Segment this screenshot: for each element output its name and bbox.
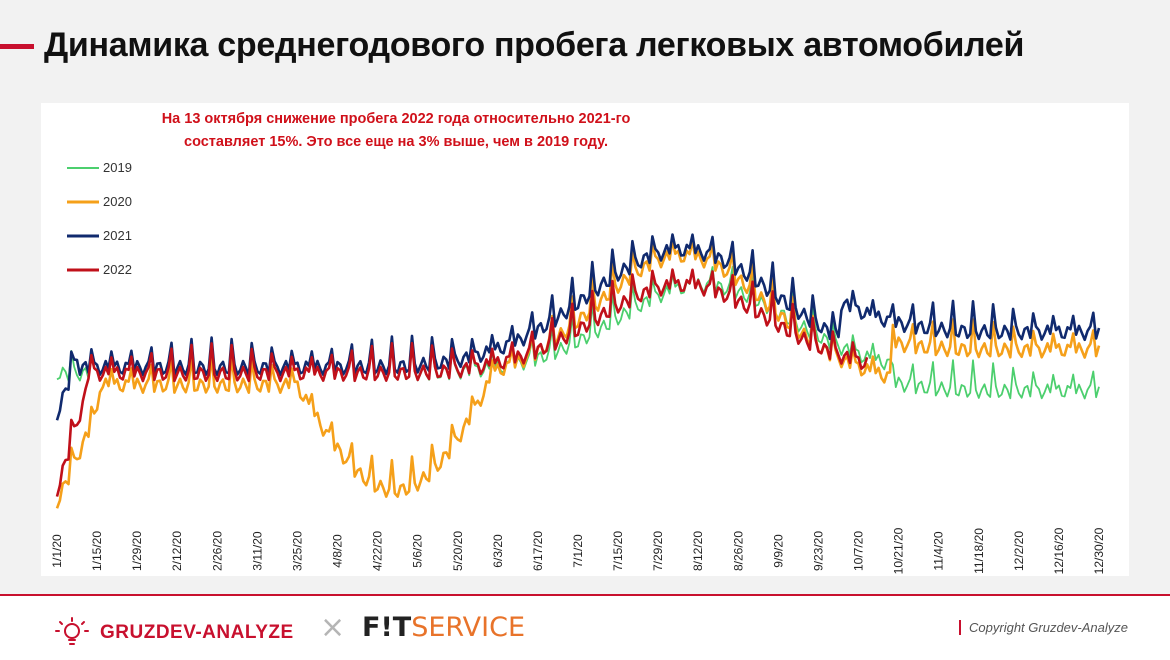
page-title: Динамика среднегодового пробега легковых… [44,26,1025,64]
series-line-2022 [55,268,869,497]
x-tick-label: 3/25/20 [290,531,304,571]
chart-annotation: На 13 октября снижение пробега 2022 года… [101,108,691,154]
gruzdev-analyze-label: GRUZDEV-ANALYZE [100,622,294,643]
legend-label-2022: 2022 [103,262,132,277]
x-tick-label: 9/9/20 [771,534,785,568]
x-tick-label: 12/2/20 [1012,531,1026,571]
chart-panel: 2019 2020 2021 2022 1/1/20 1/15/20 1/29/20 2/1… [41,103,1129,576]
title-accent-bar [0,44,34,49]
x-tick-label: 2/12/20 [170,531,184,571]
gruzdev-analyze-logo: GRUZDEV-ANALYZE [52,616,294,650]
footer: GRUZDEV-ANALYZE × F!TSERVICE Copyright G… [0,594,1170,660]
partnership-cross: × [320,610,346,645]
x-tick-label: 6/17/20 [531,531,545,571]
x-tick-label: 8/26/20 [731,531,745,571]
chart-legend: 2019 2020 2021 2022 [67,160,132,277]
x-tick-label: 7/15/20 [611,531,625,571]
copyright-text: Copyright Gruzdev-Analyze [959,620,1128,635]
x-tick-label: 10/21/20 [892,527,906,574]
x-tick-label: 3/11/20 [250,531,264,570]
x-tick-label: 6/3/20 [491,534,505,568]
x-tick-label: 11/4/20 [932,531,946,570]
x-tick-label: 11/18/20 [972,528,986,574]
fitservice-logo: F!TSERVICE [362,612,525,643]
x-tick-label: 2/26/20 [210,531,224,571]
lightbulb-icon [55,617,89,645]
x-tick-label: 10/7/20 [852,531,866,571]
x-tick-label: 4/22/20 [371,531,385,571]
x-tick-label: 12/30/20 [1092,527,1106,574]
x-tick-label: 5/20/20 [451,531,465,571]
fitservice-fit-label: F!T [362,612,412,643]
x-tick-label: 5/6/20 [411,534,425,568]
x-tick-label: 12/16/20 [1052,527,1066,574]
x-tick-label: 9/23/20 [811,531,825,571]
x-tick-label: 1/15/20 [90,531,104,571]
fitservice-service-label: SERVICE [411,612,526,643]
x-tick-label: 7/1/20 [571,534,585,568]
legend-label-2020: 2020 [103,194,132,209]
x-tick-label: 1/29/20 [130,531,144,571]
legend-label-2019: 2019 [103,160,132,175]
x-tick-label: 1/1/20 [50,534,64,568]
x-tick-label: 8/12/20 [691,531,705,571]
x-axis-tick-labels: 1/1/20 1/15/20 1/29/20 2/12/20 2/26/20 3/11/2… [50,527,1106,574]
x-tick-label: 7/29/20 [651,531,665,571]
mileage-line-chart: 2019 2020 2021 2022 1/1/20 1/15/20 1/29/20 2/1… [50,160,1106,574]
annotation-line-2: составляет 15%. Это все еще на 3% выше, … [184,134,608,150]
chart-lines [55,233,1101,509]
legend-label-2021: 2021 [103,228,132,243]
x-tick-label: 4/8/20 [331,534,345,568]
annotation-line-1: На 13 октября снижение пробега 2022 года… [161,111,631,127]
